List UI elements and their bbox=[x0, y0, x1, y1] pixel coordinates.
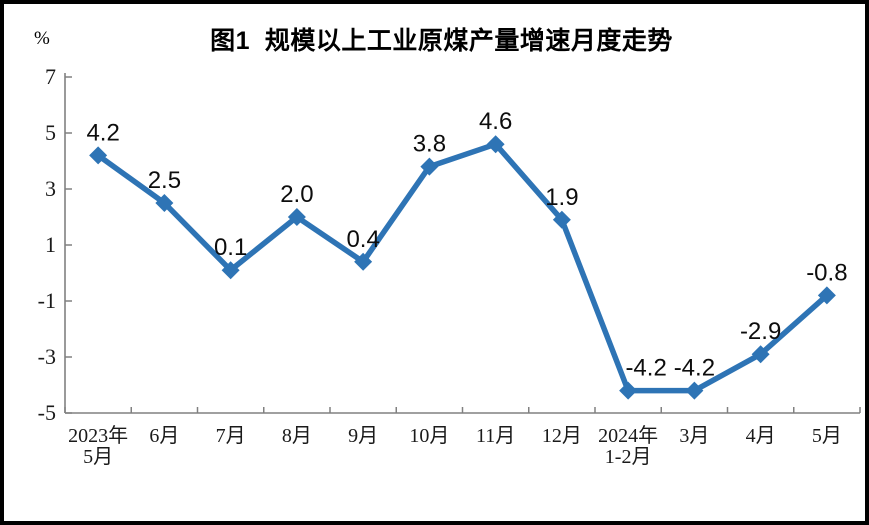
x-axis-tick-label: 11月 bbox=[476, 425, 515, 447]
y-axis-tick-label: -5 bbox=[38, 400, 56, 425]
x-axis-tick-label: 6月 bbox=[149, 425, 179, 447]
data-point-label: 4.2 bbox=[86, 119, 119, 146]
data-point-label: 1.9 bbox=[545, 184, 578, 211]
y-axis-tick-label: 7 bbox=[45, 64, 56, 89]
data-point-marker bbox=[751, 345, 770, 364]
x-axis-tick-label: 4月 bbox=[746, 425, 776, 447]
x-axis-tick-label: 2024年 bbox=[598, 424, 658, 447]
y-axis-tick-label: 3 bbox=[45, 176, 56, 201]
data-point-marker bbox=[685, 381, 704, 400]
x-axis-tick-label: 9月 bbox=[348, 425, 378, 447]
data-point-marker bbox=[155, 194, 174, 212]
data-point-marker bbox=[89, 146, 108, 165]
x-axis-tick-label: 12月 bbox=[542, 425, 582, 447]
data-point-marker bbox=[817, 286, 836, 305]
y-axis-unit-label: % bbox=[34, 28, 50, 49]
data-point-label: -4.2 bbox=[674, 355, 715, 382]
data-series-line bbox=[95, 141, 830, 394]
data-point-label: 0.1 bbox=[214, 234, 247, 261]
data-point-label: -0.8 bbox=[806, 259, 847, 286]
x-axis-tick-label: 3月 bbox=[679, 425, 709, 447]
data-point-marker bbox=[552, 210, 571, 229]
x-axis-tick-label: 1-2月 bbox=[605, 446, 652, 468]
data-point-marker bbox=[221, 261, 240, 280]
data-point-marker bbox=[619, 381, 638, 400]
data-point-label: -2.9 bbox=[740, 318, 781, 345]
y-axis-tick-label: -1 bbox=[38, 288, 56, 313]
data-point-marker bbox=[486, 135, 505, 154]
y-axis-tick-label: 1 bbox=[45, 232, 56, 257]
data-point-label: 2.5 bbox=[148, 167, 181, 194]
x-axis-tick-label: 5月 bbox=[812, 425, 842, 447]
y-axis-tick-label: 5 bbox=[45, 120, 56, 145]
x-axis-tick-label: 7月 bbox=[216, 425, 246, 447]
x-axis-tick-label: 5月 bbox=[83, 446, 113, 468]
x-axis-tick-label: 10月 bbox=[409, 425, 449, 447]
data-point-marker bbox=[354, 252, 373, 271]
data-point-label: 3.8 bbox=[413, 131, 446, 158]
data-point-label: 2.0 bbox=[280, 181, 313, 208]
data-point-marker bbox=[420, 157, 439, 176]
chart-title: 图1 规模以上工业原煤产量增速月度走势 bbox=[210, 27, 673, 55]
y-axis-tick-label: -3 bbox=[38, 344, 56, 369]
data-point-label: 4.6 bbox=[479, 108, 512, 135]
data-point-marker bbox=[287, 208, 306, 226]
data-point-label: -4.2 bbox=[625, 355, 666, 382]
data-point-label: 0.4 bbox=[346, 226, 379, 253]
x-axis-tick-label: 2023年 bbox=[68, 424, 128, 447]
x-axis-tick-label: 8月 bbox=[282, 425, 312, 447]
